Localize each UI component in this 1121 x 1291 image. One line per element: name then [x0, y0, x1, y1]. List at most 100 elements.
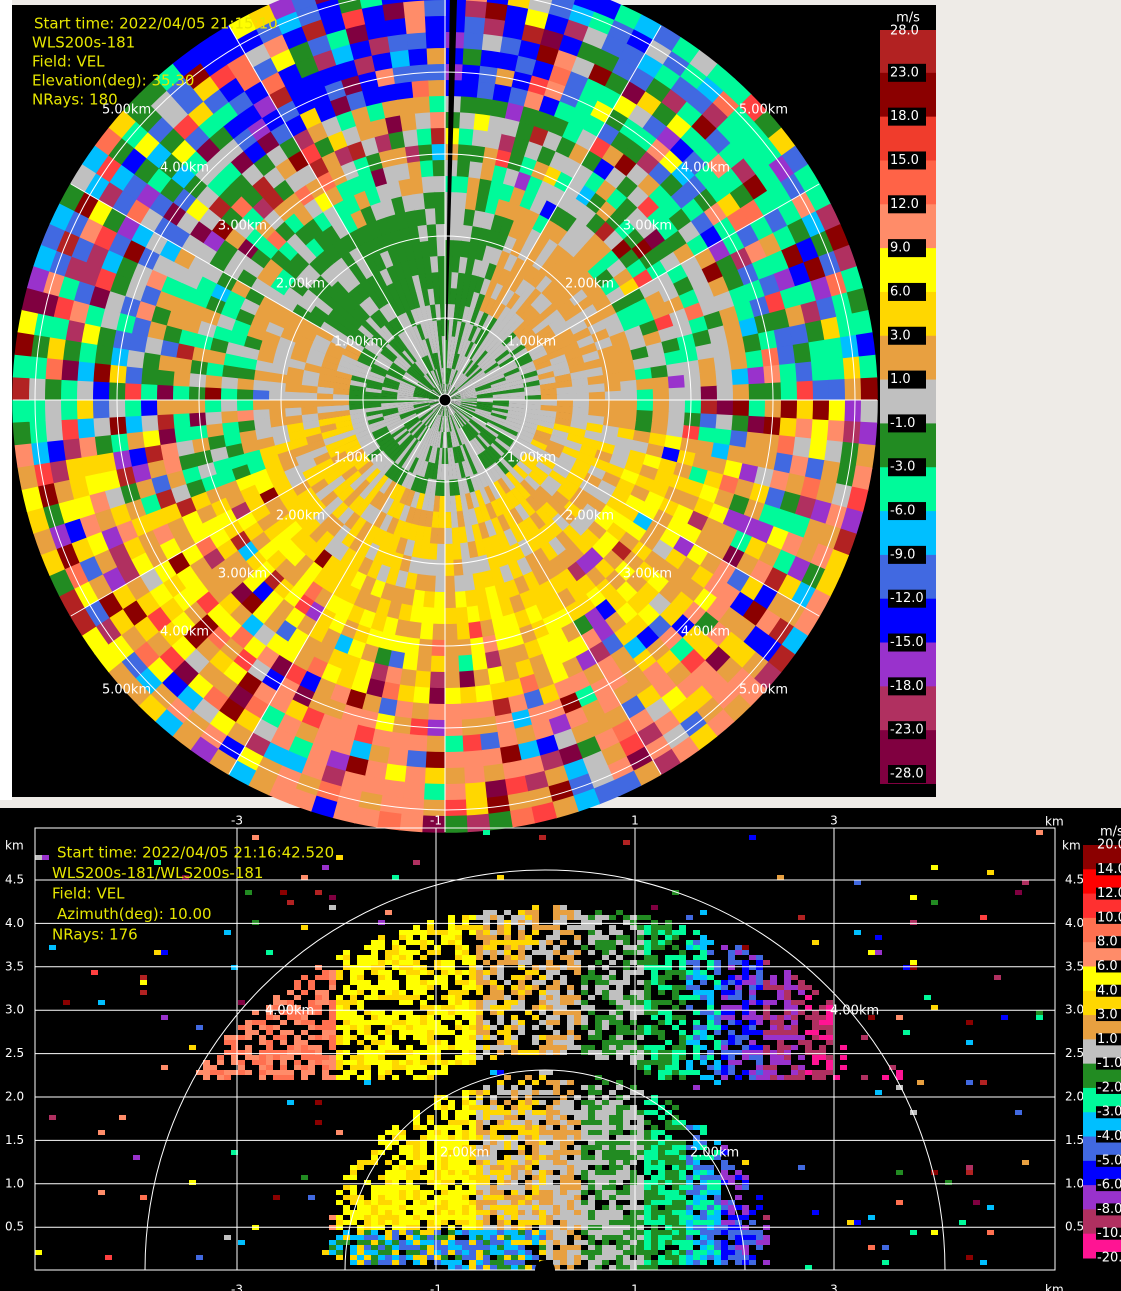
rhi-gate — [413, 1055, 420, 1060]
rhi-gate — [427, 930, 434, 935]
rhi-gate — [630, 1015, 637, 1020]
ppi-gate — [464, 16, 486, 34]
rhi-gate — [483, 1105, 490, 1110]
ppi-gate — [444, 608, 456, 625]
rhi-gate — [343, 1020, 350, 1025]
rhi-gate — [392, 960, 399, 965]
ppi-gate — [141, 414, 159, 432]
rhi-gate — [357, 1020, 364, 1025]
rhi-gate — [581, 1050, 588, 1055]
rhi-gate — [777, 1025, 784, 1030]
rhi-gate — [469, 980, 476, 985]
rhi-gate — [483, 945, 490, 950]
rhi-gate — [315, 1055, 322, 1060]
rhi-gate — [721, 1050, 728, 1055]
ppi-gate — [652, 377, 670, 390]
rhi-gate — [623, 945, 630, 950]
rhi-gate — [364, 1035, 371, 1040]
rhi-gate — [749, 1045, 756, 1050]
rhi-gate — [630, 1000, 637, 1005]
rhi-gate — [259, 1055, 266, 1060]
rhi-gate — [553, 935, 560, 940]
ppi-gate — [428, 688, 445, 705]
ppi-gate — [811, 360, 829, 382]
rhi-gate — [721, 1075, 728, 1080]
rhi-gate — [805, 1050, 812, 1055]
rhi-gate — [329, 1000, 336, 1005]
rhi-gate — [413, 1035, 420, 1040]
rhi-gate — [714, 1060, 721, 1065]
rhi-gate — [602, 950, 609, 955]
rhi-gate — [770, 1070, 777, 1075]
rhi-gate — [784, 995, 791, 1000]
rhi-gate — [343, 1010, 350, 1015]
rhi-gate — [623, 1110, 630, 1115]
rhi-gate — [581, 980, 588, 985]
ppi-gate — [140, 383, 157, 400]
rhi-gate — [644, 950, 651, 955]
rhi-gate — [805, 1030, 812, 1035]
rhi-gate — [574, 1000, 581, 1005]
rhi-gate — [805, 1040, 812, 1045]
rhi-gate — [581, 925, 588, 930]
rhi-gate — [392, 990, 399, 995]
rhi-gate — [427, 1005, 434, 1010]
ppi-gate — [620, 380, 638, 391]
rhi-gate — [392, 1025, 399, 1030]
rhi-gate — [770, 1015, 777, 1020]
rhi-gate — [553, 915, 560, 920]
rhi-gate — [567, 960, 574, 965]
ppi-gate — [431, 640, 445, 657]
ppi-gate — [400, 113, 417, 132]
rhi-gate — [686, 1040, 693, 1045]
rhi-gate — [385, 980, 392, 985]
rhi-gate — [798, 1010, 805, 1015]
rhi-gate — [763, 1005, 770, 1010]
ppi-gate — [93, 417, 111, 437]
rhi-gate — [686, 945, 693, 950]
rhi-gate — [525, 910, 532, 915]
rhi-gate — [819, 1005, 826, 1010]
rhi-gate — [763, 1045, 770, 1050]
rhi-gate — [224, 1050, 231, 1055]
rhi-gate — [406, 1065, 413, 1070]
rhi-gate — [693, 955, 700, 960]
rhi-gate — [399, 965, 406, 970]
rhi-gate — [735, 975, 742, 980]
rhi-gate — [315, 1100, 322, 1105]
rhi-gate — [539, 990, 546, 995]
rhi-gate — [504, 920, 511, 925]
rhi-gate — [658, 940, 665, 945]
rhi-gate — [238, 1000, 245, 1005]
rhi-gate — [518, 1100, 525, 1105]
rhi-gate — [238, 1050, 245, 1055]
rhi-gate — [546, 925, 553, 930]
ppi-gate — [430, 111, 446, 128]
rhi-gate — [651, 975, 658, 980]
rhi-gate — [308, 1020, 315, 1025]
rhi-gate — [875, 1090, 882, 1095]
ppi-gate — [444, 688, 461, 705]
rhi-gate — [693, 1035, 700, 1040]
rhi-gate — [679, 925, 686, 930]
rhi-gate — [504, 980, 511, 985]
rhi-gate — [840, 1045, 847, 1050]
rhi-gate — [784, 1075, 791, 1080]
rhi-gate — [357, 1065, 364, 1070]
rhi-gate — [245, 1035, 252, 1040]
rhi-gate — [434, 1010, 441, 1015]
rhi-gate — [581, 945, 588, 950]
rhi-gate — [294, 1060, 301, 1065]
rhi-gate — [462, 1105, 469, 1110]
rhi-gate — [497, 960, 504, 965]
rhi-gate — [462, 945, 469, 950]
rhi-gate — [336, 1060, 343, 1065]
rhi-gate — [518, 975, 525, 980]
rhi-gate — [406, 980, 413, 985]
rhi-gate — [609, 915, 616, 920]
rhi-gate — [343, 990, 350, 995]
ppi-gate — [174, 426, 193, 443]
rhi-gate — [616, 940, 623, 945]
rhi-gate — [644, 915, 651, 920]
rhi-gate — [763, 1075, 770, 1080]
